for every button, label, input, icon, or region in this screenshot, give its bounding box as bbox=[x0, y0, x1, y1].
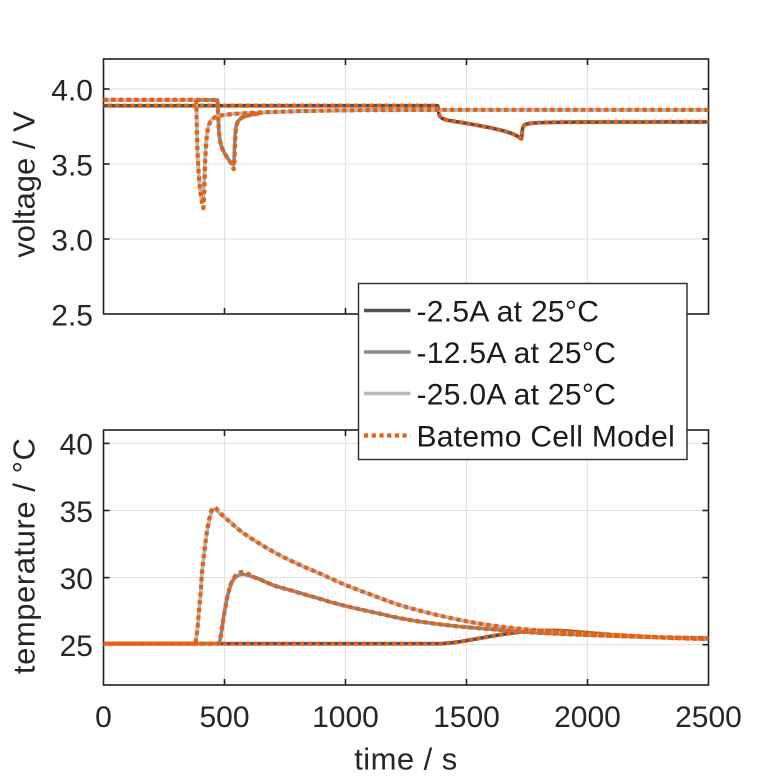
svg-text:40: 40 bbox=[60, 429, 93, 462]
svg-text:30: 30 bbox=[60, 563, 93, 596]
svg-text:-12.5A at 25°C: -12.5A at 25°C bbox=[417, 337, 617, 370]
svg-text:500: 500 bbox=[199, 701, 249, 734]
svg-text:35: 35 bbox=[60, 496, 93, 529]
svg-text:1000: 1000 bbox=[312, 701, 379, 734]
svg-text:-2.5A at 25°C: -2.5A at 25°C bbox=[417, 295, 600, 328]
svg-text:4.0: 4.0 bbox=[51, 74, 93, 107]
svg-text:2000: 2000 bbox=[554, 701, 621, 734]
svg-text:Batemo Cell Model: Batemo Cell Model bbox=[417, 420, 676, 453]
svg-text:voltage / V: voltage / V bbox=[7, 111, 42, 258]
svg-text:temperature / °C: temperature / °C bbox=[7, 438, 42, 675]
svg-text:0: 0 bbox=[95, 701, 112, 734]
svg-text:time / s: time / s bbox=[354, 742, 458, 777]
svg-text:2500: 2500 bbox=[675, 701, 742, 734]
svg-text:3.0: 3.0 bbox=[51, 224, 93, 257]
svg-text:1500: 1500 bbox=[433, 701, 500, 734]
svg-text:-25.0A at 25°C: -25.0A at 25°C bbox=[417, 378, 617, 411]
svg-text:2.5: 2.5 bbox=[51, 299, 93, 332]
svg-text:25: 25 bbox=[60, 630, 93, 663]
svg-text:3.5: 3.5 bbox=[51, 149, 93, 182]
